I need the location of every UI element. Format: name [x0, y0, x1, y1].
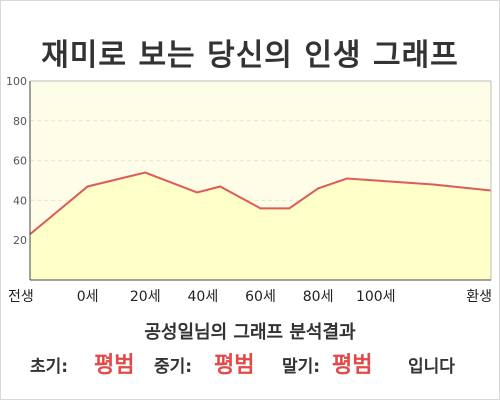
x-tick-label: 0세	[77, 289, 99, 305]
x-tick-label: 80세	[303, 289, 334, 305]
series-line	[29, 171, 492, 235]
y-tick-label: 20	[13, 234, 27, 247]
early-label: 초기:	[30, 357, 69, 377]
y-tick-label: 60	[13, 155, 27, 168]
y-tick-label: 40	[13, 194, 27, 207]
analysis-summary-title: 공성일님의 그래프 분석결과	[144, 322, 356, 343]
result-suffix: 입니다	[408, 357, 455, 377]
x-tick-label: 100세	[356, 289, 396, 305]
y-tick-label: 100	[6, 75, 27, 88]
middle-label: 중기:	[154, 357, 193, 377]
y-tick-label: 80	[13, 115, 27, 128]
x-tick-label: 환생	[466, 289, 492, 305]
middle-value: 평범	[214, 353, 255, 378]
early-value: 평범	[94, 353, 135, 378]
x-tick-label: 20세	[130, 289, 161, 305]
x-tick-label: 40세	[188, 289, 219, 305]
page-title: 재미로 보는 당신의 인생 그래프	[41, 38, 459, 73]
x-tick-label: 60세	[245, 289, 276, 305]
analysis-result: 초기: 평범 중기: 평범 말기: 평범 입니다	[30, 344, 490, 380]
late-label: 말기:	[282, 357, 321, 377]
x-tick-label: 전생	[8, 289, 34, 305]
late-value: 평범	[332, 353, 373, 378]
area-fill	[30, 172, 491, 280]
